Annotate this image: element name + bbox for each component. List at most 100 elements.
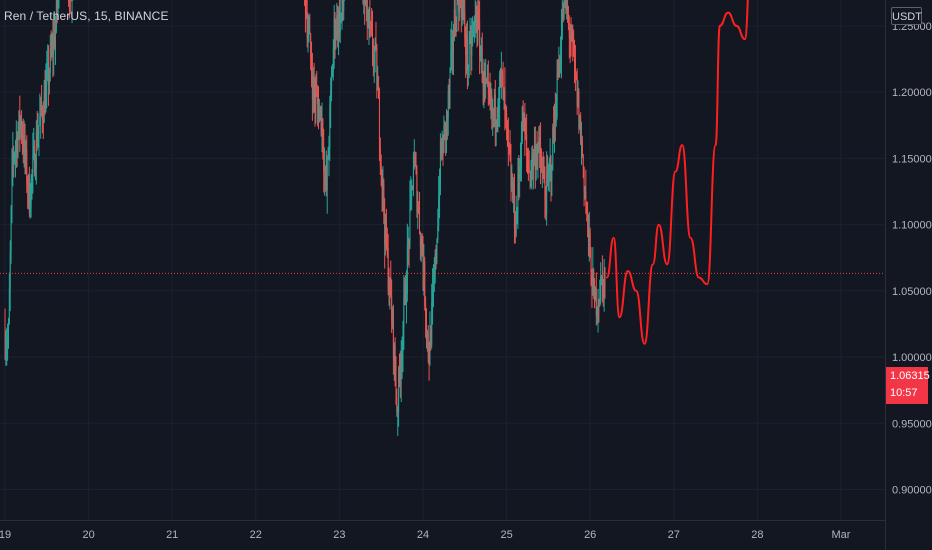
candle-body <box>452 37 454 52</box>
candle-body <box>512 182 514 200</box>
candle-body <box>54 35 56 47</box>
candle-body <box>304 0 306 13</box>
candle-body <box>419 207 421 233</box>
candle-body <box>40 101 42 116</box>
candle-body <box>384 215 386 245</box>
candle-body <box>411 185 413 187</box>
candle-body <box>388 289 390 292</box>
last-price-tag: 1.06315 10:57 <box>886 367 930 404</box>
candle-body <box>371 29 373 54</box>
candle-body <box>511 182 513 188</box>
candle-body <box>364 0 366 3</box>
candle-body <box>466 35 468 55</box>
candle-body <box>483 71 485 87</box>
candle-body <box>600 277 602 300</box>
candle-body <box>471 38 473 56</box>
candle-body <box>524 118 526 134</box>
candle-body <box>13 153 15 158</box>
candle-body <box>379 146 381 165</box>
candle-body <box>394 344 396 376</box>
candle-body <box>540 145 542 163</box>
candle-body <box>558 63 560 78</box>
price-axis-label: 1.20000 <box>892 87 932 99</box>
candle-body <box>490 95 492 103</box>
candle-body <box>520 164 522 167</box>
candle-body <box>493 94 495 117</box>
candle-body <box>387 247 389 290</box>
candle-body <box>601 275 603 278</box>
candle-body <box>587 210 589 217</box>
candle-body <box>334 17 336 40</box>
candle-body <box>585 191 587 205</box>
projection-drawing[interactable] <box>605 0 787 345</box>
candle-body <box>409 199 411 245</box>
candle-body <box>485 80 487 85</box>
candle-body <box>43 91 45 123</box>
candle-body <box>484 71 486 85</box>
candle-body <box>443 126 445 153</box>
candle-body <box>498 103 500 112</box>
candle-body <box>480 46 482 53</box>
candle-body <box>382 183 384 189</box>
candle-body <box>535 153 537 171</box>
candle-body <box>506 113 508 121</box>
candle-body <box>447 91 449 119</box>
candle-body <box>46 71 48 85</box>
candle-body <box>329 104 331 148</box>
candle-body <box>550 160 552 180</box>
candle-body <box>559 63 561 66</box>
candle-body <box>308 31 310 35</box>
candle-body <box>343 0 345 10</box>
candle-body <box>385 218 387 245</box>
candle-body <box>326 158 328 191</box>
candle-body <box>338 9 340 33</box>
candle-body <box>331 76 333 90</box>
candle-body <box>578 92 580 130</box>
candle-body <box>510 159 512 188</box>
candle-body <box>371 24 373 30</box>
symbol-title[interactable]: Ren / TetherUS, 15, BINANCE <box>4 9 169 23</box>
candle-body <box>532 152 534 170</box>
candle-body <box>603 270 605 297</box>
currency-unit-badge[interactable]: USDT <box>891 7 922 25</box>
candle-body <box>546 173 548 215</box>
candle-body <box>335 32 337 40</box>
candle-body <box>422 253 424 279</box>
candle-body <box>539 137 541 146</box>
candle-body <box>560 57 562 66</box>
candle-body <box>587 216 589 242</box>
candle-body <box>509 151 511 160</box>
candle-body <box>530 170 532 182</box>
candle-body <box>52 42 54 54</box>
candle-body <box>34 146 36 175</box>
candle-body <box>507 128 509 144</box>
candle-body <box>467 69 469 71</box>
candle-body <box>563 0 565 18</box>
candle-body <box>42 119 44 123</box>
candle-body <box>399 372 401 380</box>
candle-body <box>560 31 562 58</box>
candle-body <box>425 305 427 319</box>
candle-body <box>418 207 420 209</box>
candle-body <box>462 4 464 14</box>
candle-body <box>392 309 394 322</box>
candle-body <box>523 118 525 132</box>
candle-body <box>478 9 480 21</box>
candle-body <box>322 119 324 151</box>
candle-body <box>449 68 451 93</box>
candle-body <box>444 122 446 127</box>
candle-body <box>506 120 508 129</box>
candle-body <box>324 169 326 175</box>
candle-body <box>28 176 30 214</box>
candle-body <box>406 245 408 294</box>
candle-body <box>395 375 397 399</box>
candle-body <box>580 140 582 142</box>
candle-body <box>479 20 481 58</box>
candle-body <box>427 331 429 356</box>
candle-body <box>486 80 488 83</box>
candle-body <box>446 114 448 119</box>
candle-body <box>48 73 50 85</box>
candle-body <box>310 34 312 59</box>
